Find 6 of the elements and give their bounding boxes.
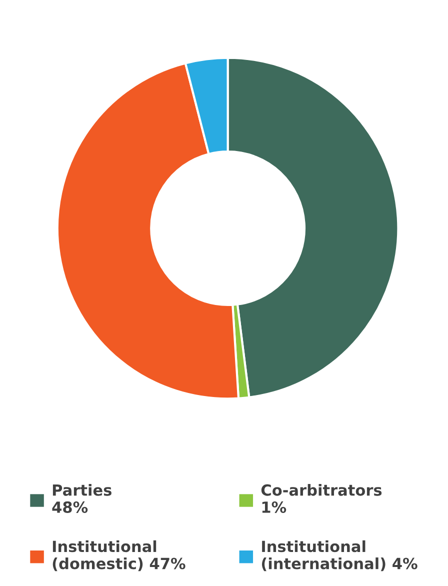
legend-label: Institutional (international) 4%	[262, 540, 418, 572]
data-label: 48%	[52, 501, 88, 513]
legend-label: Co-arbitrators	[261, 484, 382, 496]
data-label: 1%	[262, 501, 286, 513]
legend-label: Institutional (domestic) 47%	[52, 540, 186, 572]
legend-label: Parties	[52, 484, 112, 496]
